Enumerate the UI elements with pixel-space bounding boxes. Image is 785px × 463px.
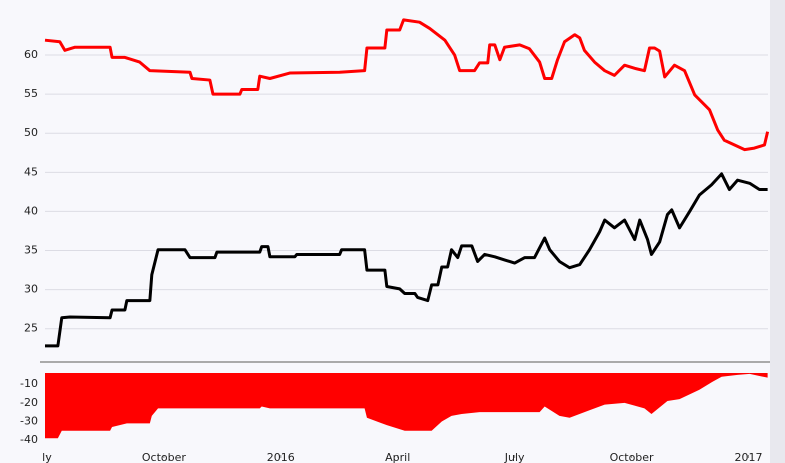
y-tick-label: -40 [20, 433, 38, 446]
x-tick-label: April [385, 451, 410, 463]
x-tick-label: July [504, 451, 525, 463]
y-tick-label: 30 [24, 283, 38, 296]
y-tick-label: 45 [24, 165, 38, 178]
y-tick-label: 25 [24, 322, 38, 335]
y-tick-label: 60 [24, 48, 38, 61]
x-tick-label: October [610, 451, 654, 463]
x-tick-label: 2017 [735, 451, 763, 463]
line-series [45, 172, 768, 348]
x-tick-label: October [142, 451, 186, 463]
y-tick-label: 35 [24, 244, 38, 257]
line-series [44, 18, 770, 152]
y-tick-label: 50 [24, 126, 38, 139]
y-tick-label: 55 [24, 87, 38, 100]
area-series [45, 373, 768, 439]
scroll-edge [770, 0, 785, 463]
y-tick-label: -30 [20, 414, 38, 427]
y-tick-label: -20 [20, 396, 38, 409]
x-tick-label: 2016 [267, 451, 295, 463]
y-tick-label: -10 [20, 377, 38, 390]
y-tick-label: 40 [24, 204, 38, 217]
x-tick-label: ly [42, 451, 52, 463]
